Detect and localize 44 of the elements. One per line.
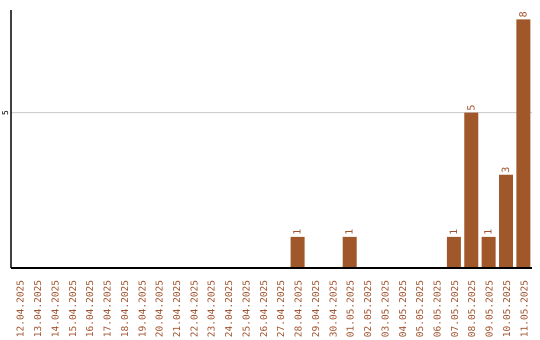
x-tick-label: 04.05.2025 bbox=[398, 280, 409, 338]
x-tick-label: 30.04.2025 bbox=[328, 280, 340, 338]
x-tick-label: 21.04.2025 bbox=[172, 280, 183, 338]
x-tick-label: 03.05.2025 bbox=[380, 280, 392, 338]
x-tick-label: 25.04.2025 bbox=[241, 280, 252, 338]
x-tick-label: 17.04.2025 bbox=[102, 280, 114, 338]
x-tick-label: 07.05.2025 bbox=[450, 280, 461, 338]
bar bbox=[446, 236, 461, 268]
data-label: 1 bbox=[484, 228, 495, 235]
x-tick-label: 18.04.2025 bbox=[120, 280, 131, 338]
x-tick-label: 01.05.2025 bbox=[346, 280, 357, 338]
x-tick-label: 27.04.2025 bbox=[276, 280, 288, 338]
x-tick-label: 20.04.2025 bbox=[154, 280, 166, 338]
x-tick-label: 15.04.2025 bbox=[68, 280, 79, 338]
x-tick-label: 12.04.2025 bbox=[16, 280, 27, 338]
x-tick-label: 08.05.2025 bbox=[467, 280, 478, 338]
x-tick-label: 29.04.2025 bbox=[310, 280, 322, 338]
x-tick-label: 19.04.2025 bbox=[137, 280, 148, 338]
x-tick-label: 09.05.2025 bbox=[484, 280, 496, 338]
data-label: 1 bbox=[448, 228, 460, 235]
x-tick-label: 28.04.2025 bbox=[294, 280, 305, 338]
x-tick-label: 24.04.2025 bbox=[224, 280, 236, 338]
x-tick-label: 23.04.2025 bbox=[206, 280, 218, 338]
data-label: 1 bbox=[292, 228, 304, 235]
x-tick-label: 02.05.2025 bbox=[363, 280, 374, 338]
bar bbox=[342, 236, 357, 268]
x-tick-label: 13.04.2025 bbox=[33, 280, 44, 338]
data-label: 1 bbox=[344, 228, 356, 235]
bar bbox=[482, 236, 496, 268]
data-label: 8 bbox=[518, 11, 530, 18]
x-tick-label: 26.04.2025 bbox=[258, 280, 270, 338]
x-tick-label: 11.05.2025 bbox=[519, 280, 530, 338]
x-tick-label: 22.04.2025 bbox=[189, 280, 200, 338]
bar bbox=[499, 174, 514, 268]
data-label: 5 bbox=[466, 104, 478, 111]
x-tick-label: 06.05.2025 bbox=[432, 280, 444, 338]
x-tick-label: 05.05.2025 bbox=[415, 280, 426, 338]
x-tick-label: 14.04.2025 bbox=[50, 280, 62, 338]
data-label: 3 bbox=[501, 166, 512, 173]
x-tick-label: 16.04.2025 bbox=[85, 280, 96, 338]
bar bbox=[516, 19, 530, 268]
bar bbox=[464, 112, 478, 268]
x-tick-label: 10.05.2025 bbox=[502, 280, 513, 338]
bar bbox=[290, 236, 305, 268]
